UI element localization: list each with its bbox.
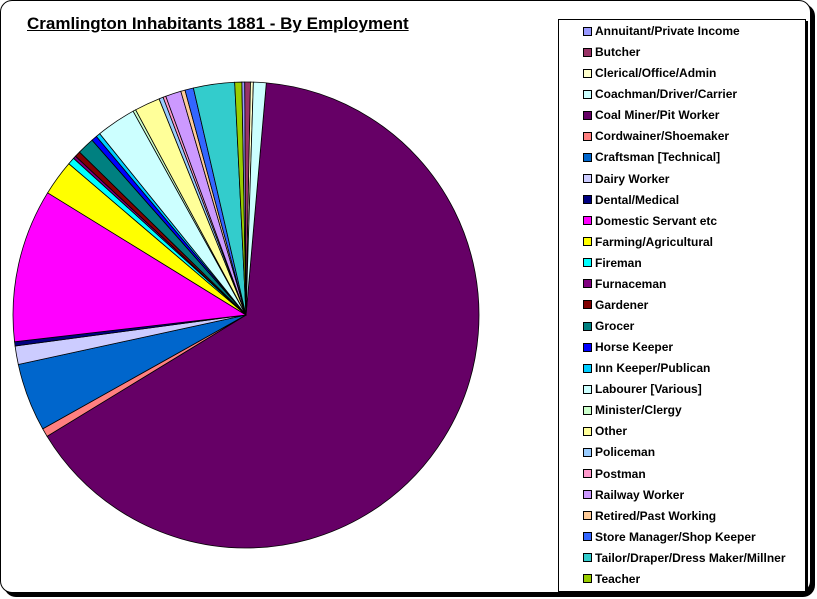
legend-label: Cordwainer/Shoemaker [595, 129, 730, 144]
legend-swatch [583, 110, 592, 120]
legend-swatch [583, 342, 592, 352]
legend-swatch [583, 490, 592, 499]
legend-item: Dairy Worker [583, 169, 669, 189]
pie-slice-0 [46, 82, 480, 549]
legend-item: Store Manager/Shop Keeper [583, 527, 756, 547]
legend-swatch [583, 405, 592, 415]
legend-item: Other [583, 421, 627, 441]
legend-item: Horse Keeper [583, 337, 673, 357]
legend-item: Policeman [583, 442, 655, 462]
legend-swatch [583, 258, 592, 268]
legend-swatch [583, 469, 592, 478]
legend-swatch [583, 426, 592, 436]
legend-swatch [583, 237, 592, 247]
legend-label: Inn Keeper/Publican [595, 361, 711, 376]
legend-item: Postman [583, 464, 646, 484]
legend-item: Retired/Past Working [583, 506, 716, 526]
legend-label: Dental/Medical [595, 192, 680, 207]
legend-label: Retired/Past Working [595, 508, 717, 523]
legend-label: Policeman [595, 445, 656, 460]
legend-label: Domestic Servant etc [595, 213, 718, 228]
legend-item: Railway Worker [583, 485, 684, 505]
legend-swatch [583, 279, 592, 289]
legend-item: Craftsman [Technical] [583, 147, 720, 167]
legend-item: Coal Miner/Pit Worker [583, 105, 719, 125]
legend-item: Furnaceman [583, 274, 666, 294]
legend-item: Dental/Medical [583, 190, 679, 210]
legend-label: Coachman/Driver/Carrier [595, 87, 738, 102]
legend-label: Railway Worker [595, 487, 685, 502]
legend-item: Farming/Agricultural [583, 232, 713, 252]
legend-swatch [583, 553, 592, 563]
legend-swatch [583, 68, 592, 78]
legend-label: Clerical/Office/Admin [595, 66, 717, 81]
legend-swatch [583, 574, 592, 584]
legend-item: Fireman [583, 253, 642, 273]
legend-label: Coal Miner/Pit Worker [595, 108, 720, 123]
legend-item: Clerical/Office/Admin [583, 63, 716, 83]
legend-swatch [583, 152, 592, 162]
legend-swatch [583, 89, 592, 99]
legend-label: Teacher [595, 571, 641, 586]
legend-swatch [583, 26, 592, 36]
legend-swatch [583, 384, 592, 394]
legend-swatch [583, 47, 592, 57]
legend-label: Minister/Clergy [595, 403, 682, 418]
legend-item: Coachman/Driver/Carrier [583, 84, 737, 104]
legend-label: Butcher [595, 45, 641, 60]
legend-item: Gardener [583, 295, 648, 315]
legend-label: Dairy Worker [595, 171, 670, 186]
legend-item: Grocer [583, 316, 634, 336]
legend-label: Grocer [595, 319, 635, 333]
legend-swatch [583, 174, 592, 183]
legend-item: Annuitant/Private Income [583, 21, 740, 41]
pie-slice-5 [12, 192, 248, 343]
legend-label: Gardener [595, 297, 649, 312]
legend-label: Furnaceman [595, 276, 667, 291]
pie-slice-26 [245, 81, 267, 316]
legend-swatch [583, 300, 592, 310]
legend: Annuitant/Private Income Butcher Clerical/… [558, 19, 806, 592]
legend-item: Butcher [583, 42, 640, 62]
legend-swatch [583, 131, 592, 141]
legend-item: Teacher [583, 569, 640, 589]
legend-swatch [583, 532, 592, 542]
legend-label: Craftsman [Technical] [595, 150, 721, 165]
legend-swatch [583, 321, 592, 331]
legend-item: Labourer [Various] [583, 379, 702, 399]
chart-title: Cramlington Inhabitants 1881 - By Employ… [27, 14, 409, 33]
legend-label: Store Manager/Shop Keeper [595, 529, 756, 544]
legend-label: Annuitant/Private Income [595, 24, 740, 38]
legend-item: Tailor/Draper/Dress Maker/Millner [583, 548, 786, 568]
legend-item: Minister/Clergy [583, 400, 682, 420]
legend-label: Postman [595, 466, 646, 481]
legend-swatch [583, 511, 592, 521]
legend-item: Domestic Servant etc [583, 211, 717, 231]
legend-swatch [583, 447, 592, 457]
legend-swatch [583, 195, 592, 205]
legend-swatch [583, 216, 592, 226]
legend-label: Horse Keeper [595, 340, 674, 355]
legend-label: Farming/Agricultural [595, 234, 714, 249]
legend-label: Tailor/Draper/Dress Maker/Millner [595, 550, 786, 565]
legend-label: Fireman [595, 255, 642, 270]
legend-label: Other [595, 424, 628, 439]
legend-item: Cordwainer/Shoemaker [583, 126, 729, 146]
legend-swatch [583, 363, 592, 373]
legend-label: Labourer [Various] [595, 382, 702, 397]
legend-item: Inn Keeper/Publican [583, 358, 710, 378]
